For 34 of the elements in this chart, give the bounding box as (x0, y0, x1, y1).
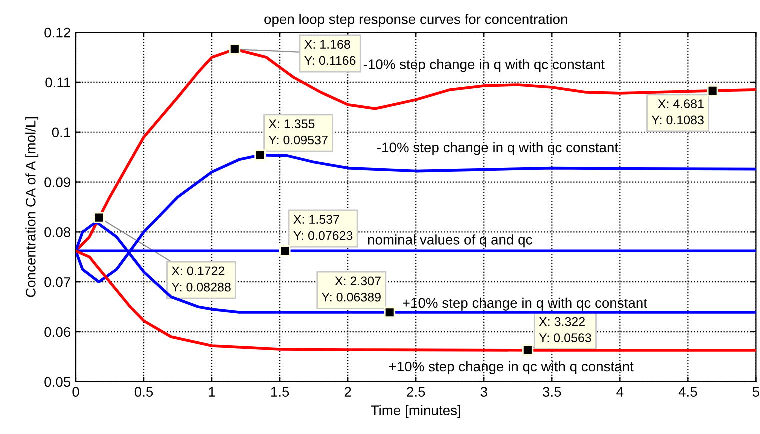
y-tick-label: 0.09 (44, 178, 70, 188)
annotation: X: 4.681 Y: 0.1083 (652, 100, 704, 125)
annotation: X: 0.1722 Y: 0.08288 (172, 266, 231, 292)
x-tick-label: 0.5 (134, 387, 154, 397)
y-tick-label: 0.08 (44, 228, 71, 238)
x-tick-label: 1 (209, 387, 216, 397)
annotation: -10% step change in q with qc constant (378, 142, 618, 156)
annotation: -10% step change in q with qc constant (364, 59, 605, 72)
x-tick-label: 0 (72, 387, 80, 397)
chart-title: open loop step response curves for concentration (264, 14, 568, 28)
x-tick-label: 2 (344, 387, 352, 397)
y-tick-label: 0.06 (44, 327, 71, 338)
y-tick-label: 0.11 (46, 78, 70, 88)
x-tick-label: 3 (480, 387, 488, 397)
x-axis-title: Time [minutes] (371, 405, 460, 418)
x-tick-label: 4 (616, 387, 624, 397)
annotation: X: 1.168 Y: 0.1166 (304, 40, 356, 66)
annotation: nominal values of q and qc (368, 234, 532, 248)
y-tick-label: 0.05 (44, 377, 71, 388)
x-tick-label: 1.5 (271, 387, 290, 397)
x-tick-label: 5 (752, 387, 760, 397)
y-tick-label: 0.1 (52, 128, 70, 138)
x-tick-label: 4.5 (678, 387, 698, 397)
annotation: +10% step change in q with qc constant (403, 298, 648, 311)
annotation: X: 1.355 Y: 0.09537 (268, 120, 328, 145)
annotation: +10% step change in qc with q constant (389, 361, 634, 374)
annotation: X: 2.307 Y: 0.06389 (322, 276, 381, 302)
y-tick-label: 0.12 (44, 28, 70, 38)
y-tick-label: 0.07 (44, 277, 70, 288)
x-tick-label: 3.5 (543, 387, 562, 397)
y-axis-title: Concentration CA of A [mol/L] (26, 118, 39, 298)
annotation: X: 3.322 Y: 0.0563 (539, 317, 592, 342)
annotation: X: 1.537 Y: 0.07623 (294, 215, 353, 240)
x-tick-label: 2.5 (407, 387, 426, 397)
